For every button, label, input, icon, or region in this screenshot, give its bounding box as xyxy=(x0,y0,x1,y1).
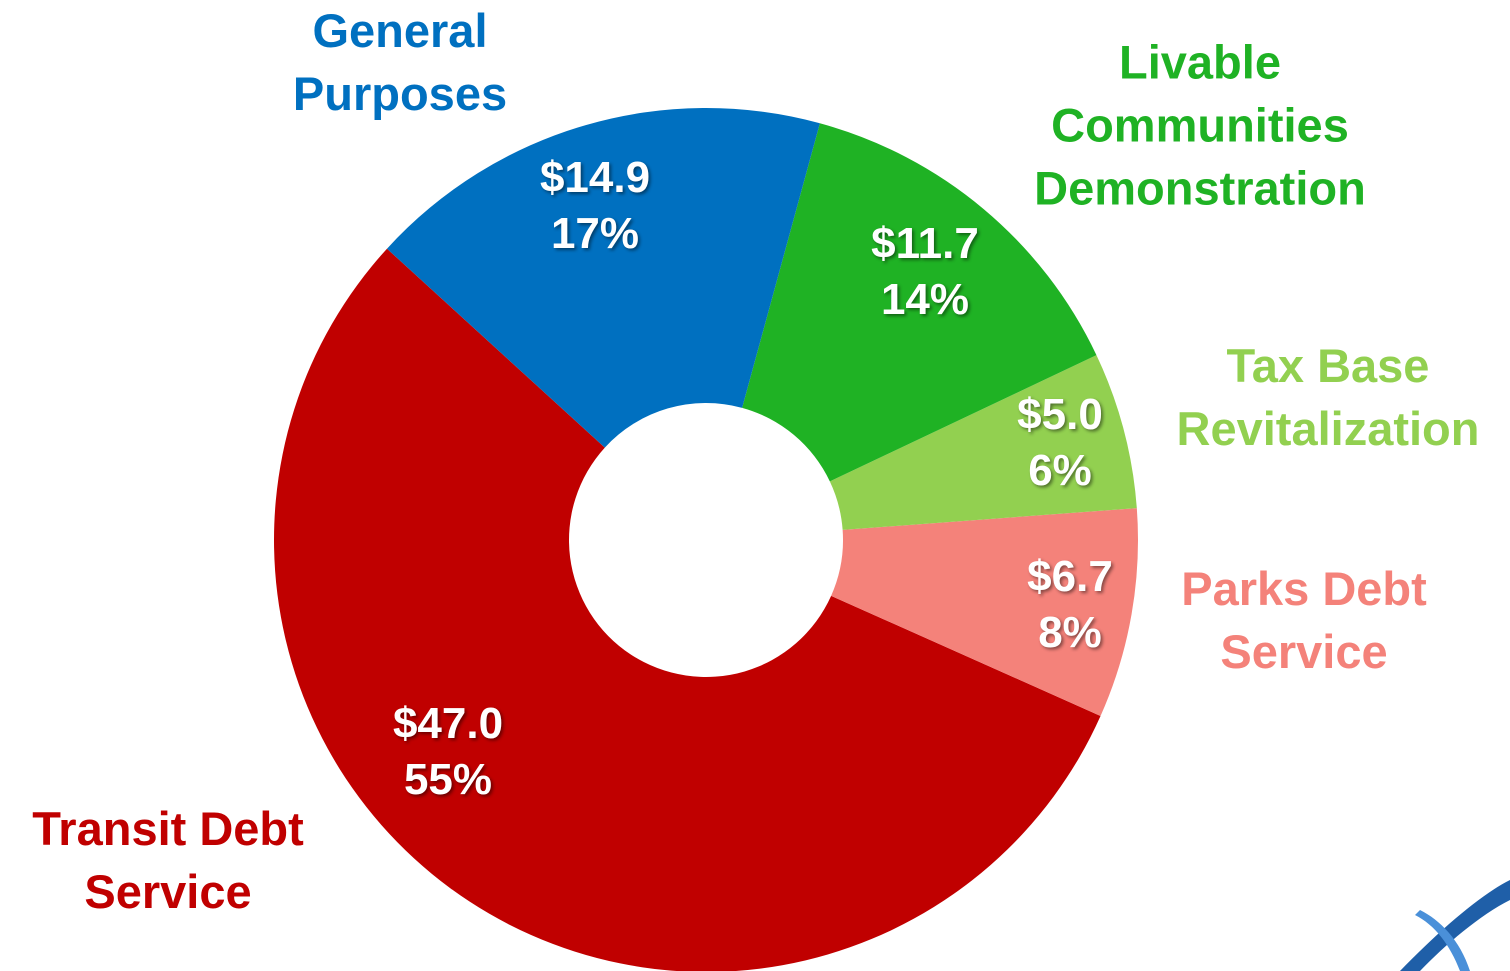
slice xyxy=(386,108,820,448)
category-label: Transit Debt Service xyxy=(32,802,304,918)
value-label: $6.7 xyxy=(1027,552,1113,601)
data-label: $47.0 55% xyxy=(393,696,503,808)
percent-label: 17% xyxy=(550,209,640,258)
percent-label: 55% xyxy=(403,755,493,804)
logo xyxy=(1415,910,1470,971)
data-label: $14.9 17% xyxy=(540,150,650,262)
value-label: $5.0 xyxy=(1017,390,1103,439)
slice xyxy=(829,355,1137,530)
category-label: Tax Base Revitalization xyxy=(1176,339,1480,455)
percent-label: 8% xyxy=(1038,608,1102,657)
data-label: $5.0 6% xyxy=(1017,387,1103,499)
value-label: $11.7 xyxy=(871,219,979,268)
slice xyxy=(742,123,1097,482)
category-label: Livable Communities Demonstration xyxy=(1034,35,1366,215)
slice xyxy=(274,248,1101,971)
category-label: General Purposes xyxy=(292,4,508,120)
percent-label: 14% xyxy=(880,275,970,324)
data-label: $6.7 8% xyxy=(1027,549,1113,661)
value-label: $14.9 xyxy=(539,153,651,202)
percent-label: 6% xyxy=(1028,446,1092,495)
category-label: Parks Debt Service xyxy=(1181,562,1427,678)
slice xyxy=(831,508,1138,716)
logo xyxy=(1400,880,1510,971)
value-label: $47.0 xyxy=(392,699,504,748)
data-label: $11.7 14% xyxy=(871,216,979,328)
